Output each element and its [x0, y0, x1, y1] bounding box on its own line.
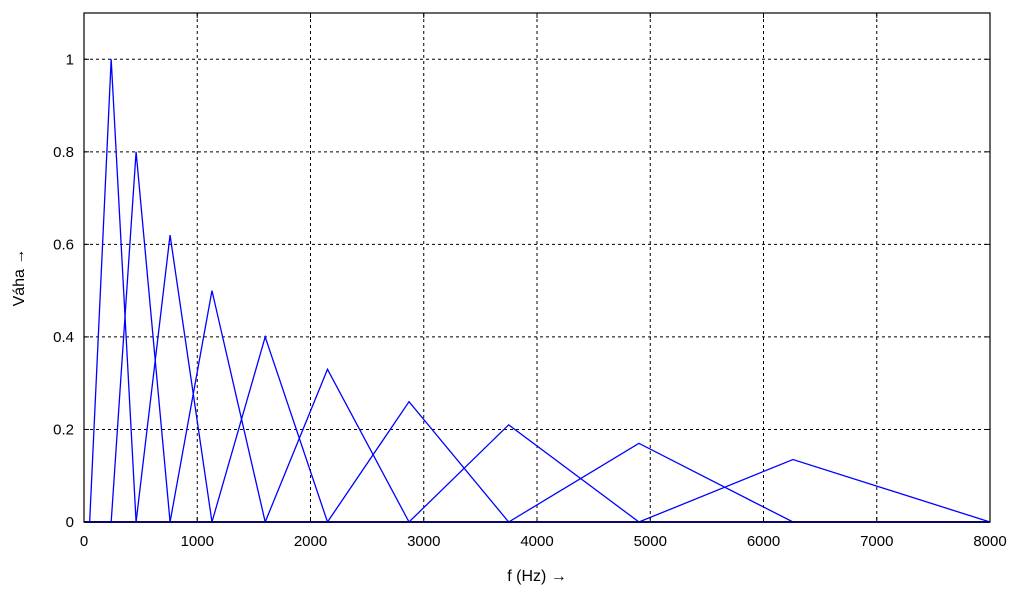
- ticks: [83, 13, 991, 523]
- y-tick-label: 0.4: [53, 329, 74, 346]
- x-tick-label: 2000: [294, 533, 327, 550]
- x-tick-label: 1000: [181, 533, 214, 550]
- y-tick-label: 1: [66, 51, 74, 68]
- x-tick-label: 5000: [634, 533, 667, 550]
- y-tick-label: 0.2: [53, 421, 74, 438]
- x-axis-label: f (Hz) →: [507, 568, 567, 585]
- y-axis-label: Váha →: [11, 249, 28, 307]
- grid: [84, 13, 990, 522]
- tick-labels: 0 1000 2000 3000 4000 5000 6000 7000 8000 0 0.2 0.4…: [53, 51, 1007, 550]
- x-tick-label: 4000: [520, 533, 553, 550]
- y-tick-label: 0.8: [53, 144, 74, 161]
- y-tick-label: 0: [66, 514, 74, 531]
- x-tick-label: 0: [80, 533, 88, 550]
- filter-series-7: [84, 400, 990, 523]
- x-tick-label: 7000: [860, 533, 893, 550]
- x-tick-label: 3000: [407, 533, 440, 550]
- x-tick-label: 6000: [747, 533, 780, 550]
- y-tick-label: 0.6: [53, 236, 74, 253]
- x-tick-label: 8000: [973, 533, 1006, 550]
